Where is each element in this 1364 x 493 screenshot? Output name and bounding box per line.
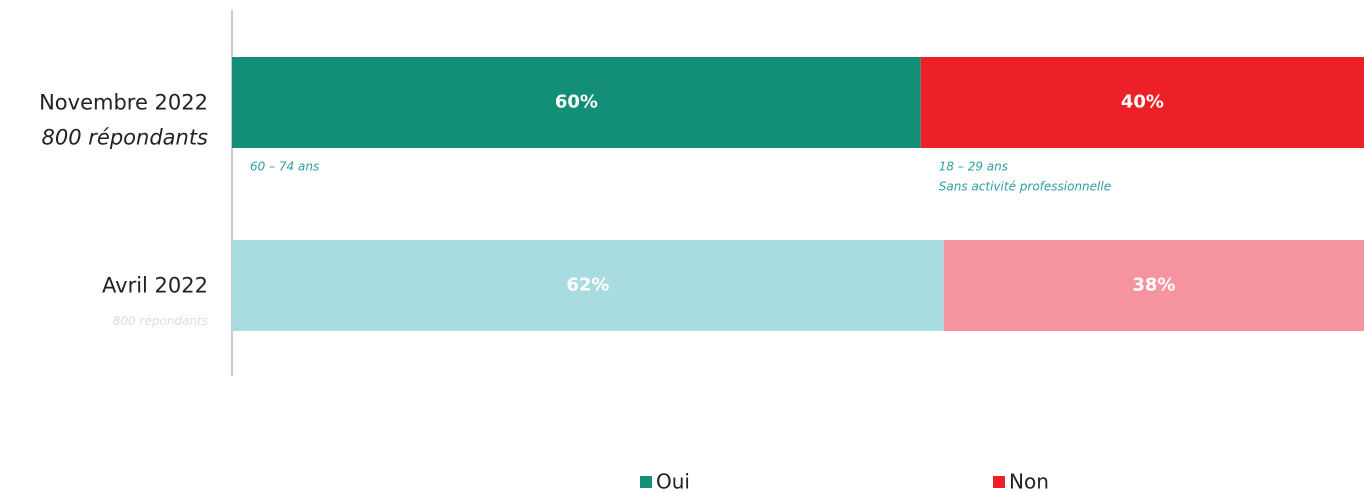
annotation: 18 – 29 ans xyxy=(939,160,1008,174)
category-label: Avril 2022 xyxy=(102,274,208,298)
legend-label: Non xyxy=(1009,470,1049,493)
legend-label: Oui xyxy=(656,470,690,493)
value-label: 60% xyxy=(555,92,598,113)
bar-segment xyxy=(943,240,1364,331)
category-label: Novembre 2022 xyxy=(39,91,208,115)
category-sublabel: 800 répondants xyxy=(42,126,209,150)
bar-segment xyxy=(232,240,944,331)
value-label: 40% xyxy=(1121,92,1164,113)
legend-swatch xyxy=(993,476,1005,488)
bar-segment xyxy=(920,57,1364,148)
category-sublabel: 800 répondants xyxy=(113,314,208,328)
annotation: Sans activité professionnelle xyxy=(939,180,1111,194)
annotation: 60 – 74 ans xyxy=(250,160,319,174)
bar-segment xyxy=(232,57,921,148)
value-label: 62% xyxy=(566,275,609,296)
value-label: 38% xyxy=(1132,275,1175,296)
legend-swatch xyxy=(640,476,652,488)
